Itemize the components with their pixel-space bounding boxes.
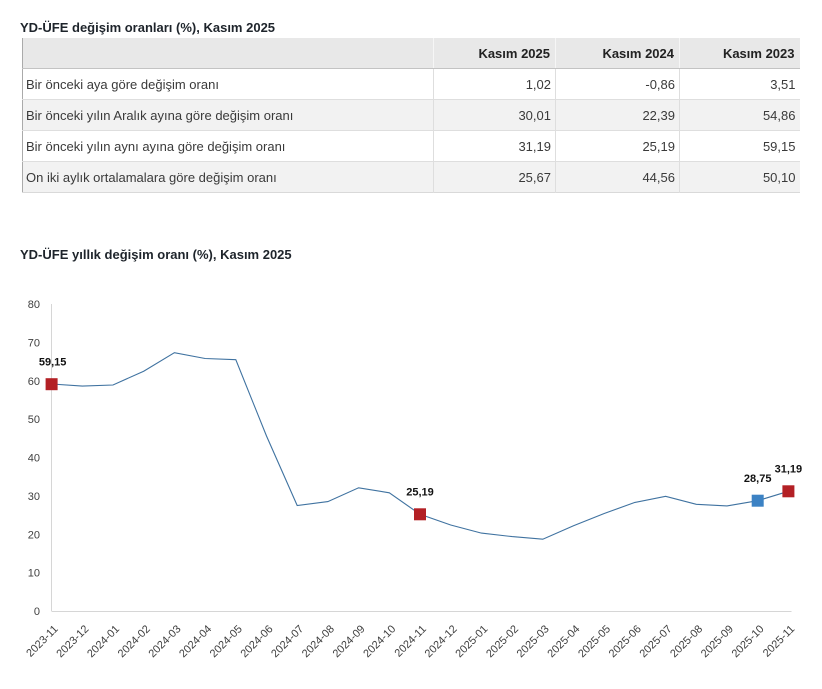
svg-text:2024-05: 2024-05 xyxy=(208,623,245,660)
svg-text:2024-04: 2024-04 xyxy=(177,623,214,660)
svg-text:28,75: 28,75 xyxy=(744,473,772,485)
svg-text:2025-11: 2025-11 xyxy=(761,623,797,659)
svg-text:2025-09: 2025-09 xyxy=(699,623,736,660)
svg-text:80: 80 xyxy=(28,299,40,311)
svg-text:0: 0 xyxy=(34,606,40,618)
svg-text:25,19: 25,19 xyxy=(406,487,434,499)
svg-text:2024-03: 2024-03 xyxy=(146,623,183,660)
svg-text:2025-06: 2025-06 xyxy=(607,623,644,660)
svg-text:2025-08: 2025-08 xyxy=(668,623,705,660)
svg-text:2024-08: 2024-08 xyxy=(300,623,337,660)
svg-text:40: 40 xyxy=(28,453,40,465)
svg-text:20: 20 xyxy=(28,529,40,541)
svg-text:2024-11: 2024-11 xyxy=(393,623,429,659)
svg-text:2025-02: 2025-02 xyxy=(484,623,521,660)
svg-text:2023-11: 2023-11 xyxy=(24,623,60,659)
svg-text:2024-09: 2024-09 xyxy=(331,623,368,660)
svg-text:2024-12: 2024-12 xyxy=(423,623,460,660)
svg-text:2025-04: 2025-04 xyxy=(545,623,582,660)
svg-text:2025-10: 2025-10 xyxy=(730,623,767,660)
svg-text:2024-01: 2024-01 xyxy=(85,623,122,660)
svg-text:2024-07: 2024-07 xyxy=(269,623,306,660)
svg-text:2024-10: 2024-10 xyxy=(361,623,398,660)
svg-text:31,19: 31,19 xyxy=(775,464,803,476)
svg-text:50: 50 xyxy=(28,414,40,426)
svg-text:2025-03: 2025-03 xyxy=(515,623,552,660)
svg-text:2023-12: 2023-12 xyxy=(54,623,91,660)
svg-text:2024-06: 2024-06 xyxy=(238,623,275,660)
svg-text:30: 30 xyxy=(28,491,40,503)
svg-text:59,15: 59,15 xyxy=(39,357,67,369)
svg-text:70: 70 xyxy=(28,337,40,349)
svg-text:2025-07: 2025-07 xyxy=(637,623,674,660)
svg-text:60: 60 xyxy=(28,376,40,388)
svg-text:2024-02: 2024-02 xyxy=(116,623,153,660)
svg-text:10: 10 xyxy=(28,568,40,580)
svg-text:2025-01: 2025-01 xyxy=(453,623,490,660)
svg-text:2025-05: 2025-05 xyxy=(576,623,613,660)
